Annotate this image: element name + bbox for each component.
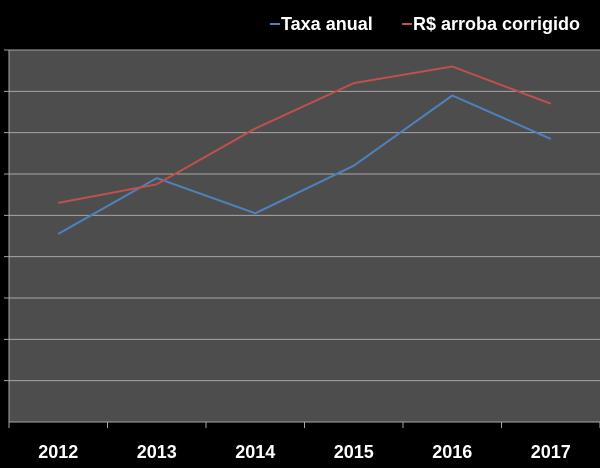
legend-label: R$ arroba corrigido [413,14,580,34]
legend-label: Taxa anual [281,14,373,34]
legend-item: Taxa anual [270,14,373,34]
x-tick-label: 2016 [432,442,472,462]
series-r-arroba-corrigido [58,65,552,204]
series-line [58,65,552,204]
series-lines [57,65,552,235]
plot-area [9,50,600,422]
x-axis-tick-labels: 2012 2013 2014 2015 2016 2017 [38,442,571,462]
x-tick-label: 2017 [531,442,571,462]
x-tick-label: 2015 [334,442,374,462]
legend-item: R$ arroba corrigido [402,14,580,34]
gridlines [4,49,600,382]
legend: Taxa anual R$ arroba corrigido [270,14,580,34]
x-tick-label: 2013 [137,442,177,462]
x-tick-label: 2014 [235,442,275,462]
axes [8,50,600,428]
x-tick-label: 2012 [38,442,78,462]
